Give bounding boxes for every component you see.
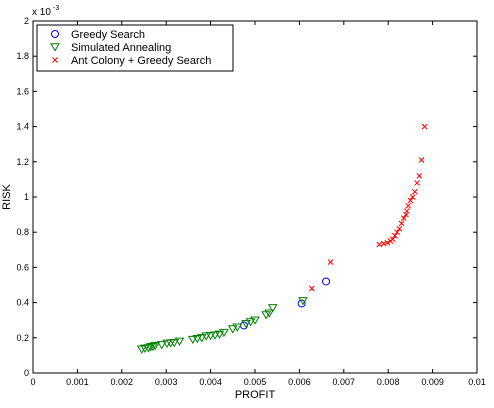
data-point-simulated-annealing [148,342,158,352]
y-tick-label: 1.2 [16,157,29,167]
y-tick-label: 1 [24,192,29,202]
axis-ticks: 0 0.001 0.002 0.003 0.004 0.005 0.006 0.007 0.00… [16,16,485,387]
x-tick-label: 0.002 [111,377,134,387]
data-point-ant-colony-greedy-search [392,232,398,239]
y-tick-label: 1.4 [16,122,29,132]
data-point-simulated-annealing [205,331,216,341]
data-point-simulated-annealing [210,331,220,340]
data-point-simulated-annealing [241,320,251,329]
y-multiplier-label: x 10 [32,7,51,18]
data-point-ant-colony-greedy-search [403,208,410,214]
data-point-simulated-annealing [219,328,229,338]
data-point-ant-colony-greedy-search [421,123,428,130]
data-point-simulated-annealing [201,332,212,341]
data-point-simulated-annealing [192,334,203,344]
data-point-simulated-annealing [298,297,308,306]
x-tick-label: 0.008 [377,377,400,387]
data-point-simulated-annealing [267,304,278,313]
y-tick-label: 0 [24,368,29,378]
y-tick-label: 2 [24,16,29,26]
series-ant-colony-greedy-search [308,123,428,292]
data-point-simulated-annealing [169,339,180,348]
data-point-simulated-annealing [174,337,185,346]
data-point-simulated-annealing [214,330,225,339]
data-point-simulated-annealing [250,316,260,325]
legend-marker-simulated-annealing [50,43,60,52]
x-tick-label: 0.009 [421,377,444,387]
data-point-simulated-annealing [227,325,238,334]
data-point-simulated-annealing [150,342,160,351]
x-axis-label: PROFIT [235,389,276,401]
data-point-ant-colony-greedy-search [308,285,315,292]
legend-label-simulated-annealing: Simulated Annealing [71,42,171,54]
x-tick-label: 0.007 [333,377,356,387]
data-point-ant-colony-greedy-search [394,229,400,236]
data-point-ant-colony-greedy-search [398,220,405,227]
data-point-ant-colony-greedy-search [407,197,414,204]
data-point-greedy-search [297,299,306,308]
x-tick-label: 0.004 [199,377,222,387]
data-point-simulated-annealing [143,344,154,353]
y-tick-label: 1.8 [16,51,29,61]
y-tick-label: 0.8 [16,227,29,237]
data-point-greedy-search [322,277,331,286]
data-point-ant-colony-greedy-search [389,236,396,243]
y-tick-label: 0.2 [16,333,29,343]
x-tick-label: 0.01 [468,377,486,387]
data-point-ant-colony-greedy-search [418,157,425,163]
x-tick-label: 0.006 [288,377,311,387]
y-tick-label: 0.4 [16,298,29,308]
data-point-simulated-annealing [187,335,198,345]
series-simulated-annealing [136,297,308,354]
x-tick-label: 0.003 [155,377,178,387]
y-tick-label: 0.6 [16,262,29,272]
data-point-ant-colony-greedy-search [409,194,416,200]
data-point-ant-colony-greedy-search [411,188,418,195]
y-tick-label: 1.6 [16,86,29,96]
y-multiplier-exponent: -3 [53,5,59,12]
plot-area [32,20,478,374]
data-point-ant-colony-greedy-search [414,180,420,186]
data-point-simulated-annealing [196,334,207,343]
y-axis-label: RISK [1,184,13,210]
data-point-ant-colony-greedy-search [376,241,383,248]
legend-box [36,24,234,72]
legend-label-greedy-search: Greedy Search [71,29,145,41]
legend-marker-greedy-search [51,30,59,38]
legend-marker-ant-colony-greedy-search [52,57,58,63]
data-point-ant-colony-greedy-search [405,202,412,209]
legend-label-ant-colony-greedy-search: Ant Colony + Greedy Search [71,55,211,67]
data-point-simulated-annealing [245,318,256,327]
x-tick-label: 0.005 [244,377,267,387]
data-point-ant-colony-greedy-search [396,225,403,232]
data-point-ant-colony-greedy-search [327,259,334,265]
data-point-simulated-annealing [156,341,167,350]
x-tick-label: 0.001 [66,377,89,387]
data-point-ant-colony-greedy-search [416,173,423,179]
x-tick-label: 0 [30,377,35,387]
data-point-simulated-annealing [264,309,275,318]
data-point-ant-colony-greedy-search [400,215,407,221]
data-marks [136,123,428,354]
data-point-simulated-annealing [232,323,243,332]
data-point-ant-colony-greedy-search [384,239,391,246]
